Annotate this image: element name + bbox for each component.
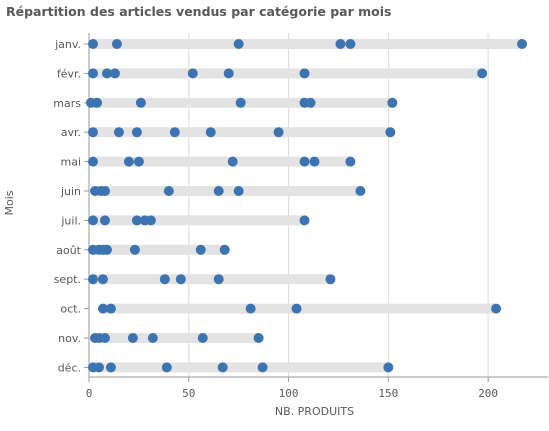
x-axis-title: NB. PRODUITS — [275, 405, 354, 418]
data-point — [131, 215, 142, 226]
data-point — [169, 127, 180, 138]
x-tick-label: 0 — [86, 387, 93, 400]
data-point — [233, 186, 244, 196]
data-point — [477, 68, 488, 79]
data-point — [135, 97, 146, 108]
data-point — [97, 303, 108, 314]
data-point — [187, 68, 198, 79]
data-point — [383, 362, 394, 373]
range-bar — [92, 127, 391, 138]
range-bar — [92, 215, 305, 226]
range-bar — [92, 39, 523, 49]
range-bar — [92, 68, 483, 79]
data-point — [109, 68, 120, 79]
data-point — [145, 215, 156, 226]
data-point — [233, 39, 244, 49]
range-bar — [94, 186, 361, 196]
data-point — [87, 215, 98, 226]
y-tick-label: févr. — [57, 67, 81, 80]
x-tick-label: 200 — [478, 387, 498, 400]
x-tick-label: 150 — [378, 387, 398, 400]
data-point — [305, 97, 316, 108]
data-point — [205, 127, 216, 138]
data-point — [105, 303, 116, 314]
data-point — [387, 97, 398, 108]
range-bar — [92, 244, 225, 255]
chart-title: Répartition des articles vendus par caté… — [6, 4, 392, 19]
data-point — [309, 156, 320, 167]
data-point — [517, 39, 528, 49]
y-tick-label: oct. — [60, 303, 81, 316]
range-bar — [94, 333, 259, 343]
data-point — [325, 274, 336, 285]
y-tick-label: août — [56, 244, 81, 257]
data-point — [147, 333, 158, 343]
y-tick-label: juil. — [60, 214, 81, 227]
data-point — [133, 156, 144, 167]
y-tick-label: avr. — [61, 126, 81, 139]
y-tick-label: mars — [53, 97, 81, 110]
data-point — [245, 303, 256, 314]
data-point — [175, 274, 186, 285]
data-point — [91, 97, 102, 108]
y-tick-label: mai — [60, 156, 81, 169]
data-point — [87, 39, 98, 49]
data-point — [163, 186, 174, 196]
data-point — [299, 215, 310, 226]
y-tick-label: nov. — [58, 332, 81, 345]
data-point — [385, 127, 396, 138]
range-bar — [92, 156, 351, 167]
data-point — [299, 156, 310, 167]
data-point — [227, 156, 238, 167]
data-point — [345, 39, 356, 49]
data-point — [345, 156, 356, 167]
data-point — [105, 362, 116, 373]
y-tick-label: déc. — [58, 361, 81, 374]
data-point — [99, 333, 110, 343]
data-point — [93, 362, 104, 373]
range-bar — [92, 362, 389, 373]
data-point — [161, 362, 172, 373]
data-point — [159, 274, 170, 285]
data-point — [87, 156, 98, 167]
data-point — [273, 127, 284, 138]
data-point — [335, 39, 346, 49]
data-point — [213, 274, 224, 285]
data-point — [217, 362, 228, 373]
x-tick-label: 50 — [182, 387, 195, 400]
data-point — [491, 303, 502, 314]
data-point — [123, 156, 134, 167]
data-point — [257, 362, 268, 373]
data-point — [253, 333, 264, 343]
data-point — [299, 68, 310, 79]
data-point — [87, 274, 98, 285]
data-point — [195, 244, 206, 255]
y-tick-label: sept. — [54, 273, 81, 286]
data-point — [97, 274, 108, 285]
data-point — [99, 215, 110, 226]
y-axis-title: Mois — [3, 190, 16, 215]
data-point — [223, 68, 234, 79]
range-bar — [92, 274, 331, 285]
data-point — [213, 186, 224, 196]
data-point — [355, 186, 366, 196]
y-tick-label: janv. — [54, 38, 81, 51]
data-point — [99, 186, 110, 196]
data-point — [131, 127, 142, 138]
data-point — [87, 68, 98, 79]
data-point — [127, 333, 138, 343]
x-tick-label: 100 — [279, 387, 299, 400]
data-point — [129, 244, 140, 255]
data-point — [235, 97, 246, 108]
data-point — [219, 244, 230, 255]
data-point — [113, 127, 124, 138]
data-point — [87, 127, 98, 138]
data-point — [111, 39, 122, 49]
data-point — [101, 68, 112, 79]
data-point — [291, 303, 302, 314]
data-point — [197, 333, 208, 343]
data-point — [101, 244, 112, 255]
y-tick-label: juin — [60, 185, 81, 198]
